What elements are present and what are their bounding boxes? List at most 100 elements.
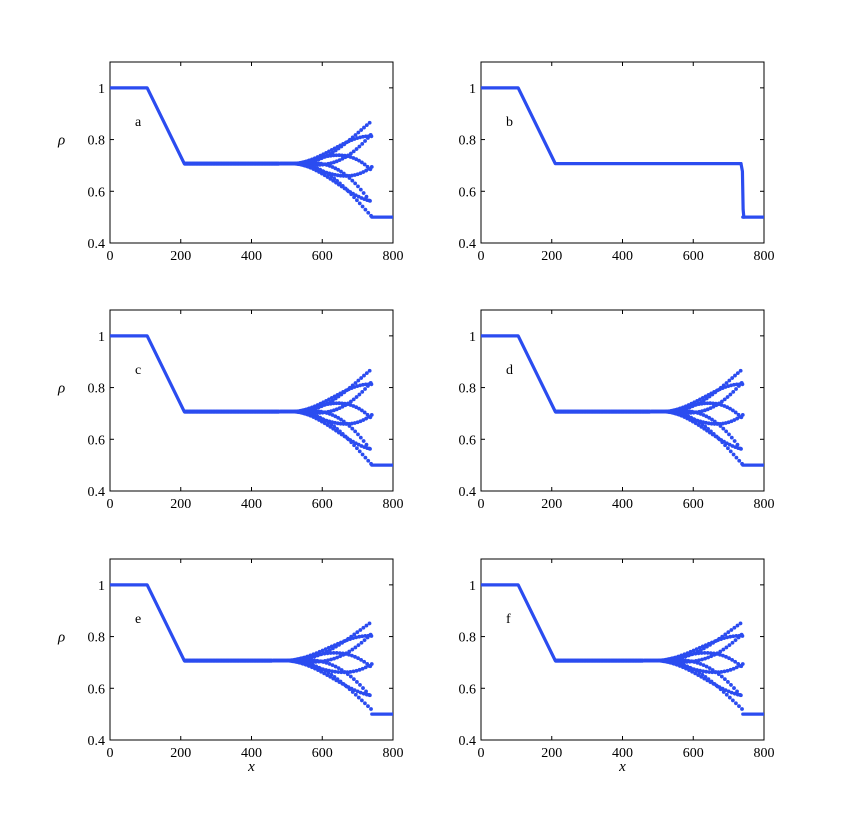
data-point	[702, 651, 707, 655]
y-tick-label: 0.8	[459, 631, 477, 646]
data-point	[362, 125, 366, 130]
data-point	[721, 653, 725, 658]
data-point	[730, 698, 735, 703]
data-point	[333, 166, 338, 171]
data-point	[724, 692, 729, 697]
data-point	[339, 668, 344, 672]
data-point	[360, 452, 365, 457]
data-point	[701, 420, 706, 425]
x-tick-label: 200	[541, 746, 562, 761]
x-axis-title: x	[247, 759, 255, 775]
panel-d: 0 200 400 600 800 0.4 0.6 0.8 1 d	[459, 309, 775, 512]
data-point	[703, 424, 708, 429]
x-tick-label: 0	[478, 746, 485, 761]
data-point	[698, 648, 703, 652]
x-tick-label: 400	[241, 497, 262, 512]
data-point	[727, 432, 731, 437]
data-point	[337, 158, 342, 163]
data-point	[359, 376, 364, 380]
data-point	[369, 213, 373, 218]
data-point	[330, 165, 335, 169]
data-point	[358, 683, 362, 687]
y-axis-title: ρ	[57, 133, 65, 149]
data-point	[726, 446, 730, 451]
data-point	[732, 686, 736, 690]
data-point	[358, 690, 363, 695]
data-point	[702, 401, 707, 406]
data-point	[349, 151, 353, 156]
y-tick-label: 0.6	[459, 185, 477, 200]
data-point	[710, 668, 715, 672]
y-tick-label: 0.8	[88, 134, 106, 149]
data-point	[725, 668, 730, 673]
data-point	[728, 634, 733, 639]
data-point	[362, 373, 366, 378]
data-point	[332, 424, 337, 429]
data-point	[338, 429, 342, 434]
data-point	[728, 406, 732, 411]
data-point	[707, 670, 712, 674]
data-point	[709, 429, 713, 434]
data-point	[334, 153, 339, 158]
data-point	[358, 383, 363, 388]
data-point	[356, 442, 361, 447]
y-tick-label: 1	[98, 579, 105, 594]
data-point	[709, 421, 714, 426]
data-point	[722, 669, 727, 674]
data-point	[353, 381, 358, 385]
data-point	[354, 668, 359, 673]
data-point	[326, 658, 330, 663]
data-point	[729, 683, 733, 687]
data-point	[701, 669, 706, 674]
data-point	[338, 654, 343, 659]
x-tick-label: 0	[478, 249, 485, 264]
data-point	[348, 674, 353, 679]
data-point	[723, 688, 728, 692]
data-point	[732, 625, 737, 630]
data-point	[364, 194, 369, 199]
data-point	[359, 657, 364, 662]
y-tick-label: 0.6	[459, 682, 477, 697]
data-point	[340, 401, 344, 406]
data-point	[727, 442, 732, 447]
data-point	[722, 404, 727, 408]
y-tick-label: 1	[469, 330, 476, 345]
data-point	[367, 120, 372, 125]
panel-e: 0 200 400 600 800 0.4 0.6 0.8 1 e ρ x	[57, 558, 404, 775]
data-point	[361, 418, 366, 422]
data-point	[327, 648, 332, 652]
x-tick-label: 400	[241, 746, 262, 761]
data-point	[330, 150, 335, 155]
y-tick-label: 1	[98, 330, 105, 345]
data-point	[357, 392, 362, 397]
data-point	[336, 394, 341, 399]
data-point	[364, 123, 369, 128]
data-point	[722, 439, 726, 444]
data-point	[704, 664, 709, 669]
data-point	[706, 655, 711, 660]
data-point	[367, 621, 372, 626]
data-point	[707, 415, 712, 420]
data-point	[369, 662, 374, 666]
data-point	[709, 654, 714, 659]
data-point	[727, 656, 731, 661]
data-point	[360, 204, 365, 209]
data-series	[481, 583, 764, 716]
data-point	[735, 371, 740, 376]
data-point	[733, 373, 737, 378]
data-point	[703, 675, 708, 679]
panel-f: 0 200 400 600 800 0.4 0.6 0.8 1 f x	[459, 558, 775, 775]
y-tick-label: 1	[469, 82, 476, 97]
data-point	[740, 412, 745, 417]
data-point	[699, 401, 704, 406]
data-point	[737, 704, 741, 709]
data-point	[727, 695, 732, 700]
data-point	[711, 404, 716, 409]
data-point	[355, 198, 359, 203]
data-point	[339, 417, 343, 422]
data-point	[722, 397, 727, 402]
data-point	[738, 621, 743, 626]
data-point	[726, 680, 730, 684]
data-point	[706, 677, 711, 682]
data-point	[698, 662, 703, 666]
